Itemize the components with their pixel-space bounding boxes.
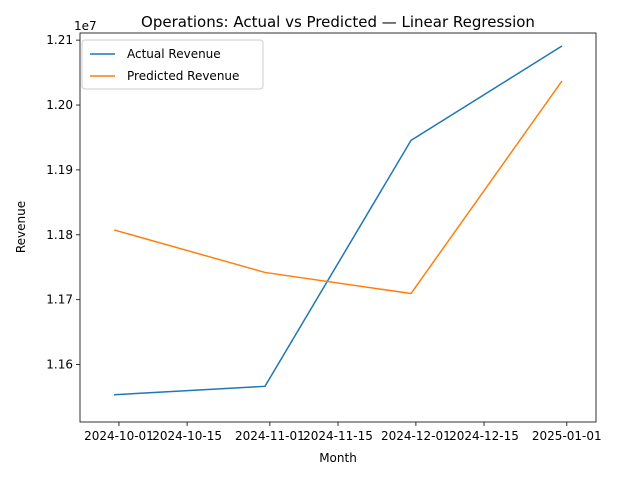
x-tick-label: 2025-01-01 <box>532 429 602 443</box>
series-lines <box>113 45 563 396</box>
x-tick-label: 2024-10-15 <box>152 429 222 443</box>
y-tick-label: 1.19 <box>46 163 73 177</box>
legend-frame <box>81 39 264 90</box>
y-tick-label: 1.17 <box>46 293 73 307</box>
predicted-revenue-line <box>113 80 563 295</box>
x-tick-label: 2024-11-15 <box>303 429 373 443</box>
legend: Actual Revenue Predicted Revenue <box>81 39 264 90</box>
x-axis-label: Month <box>319 451 357 465</box>
x-tick-label: 2024-12-01 <box>381 429 451 443</box>
legend-label-predicted: Predicted Revenue <box>127 69 239 83</box>
legend-label-actual: Actual Revenue <box>127 47 221 61</box>
y-tick-label: 1.21 <box>46 33 73 47</box>
y-axis-ticks: 1.16 1.17 1.18 1.19 1.20 1.21 <box>46 33 80 372</box>
chart-title: Operations: Actual vs Predicted — Linear… <box>141 13 535 31</box>
x-tick-label: 2024-12-15 <box>449 429 519 443</box>
x-tick-label: 2024-11-01 <box>235 429 305 443</box>
plot-frame <box>79 32 597 423</box>
y-tick-label: 1.16 <box>46 358 73 372</box>
y-axis-label: Revenue <box>14 201 28 253</box>
actual-revenue-line <box>114 45 563 396</box>
y-tick-label: 1.20 <box>46 98 73 112</box>
y-tick-label: 1.18 <box>46 228 73 242</box>
x-tick-label: 2024-10-01 <box>84 429 154 443</box>
y-axis-offset-label: 1e7 <box>74 19 97 33</box>
